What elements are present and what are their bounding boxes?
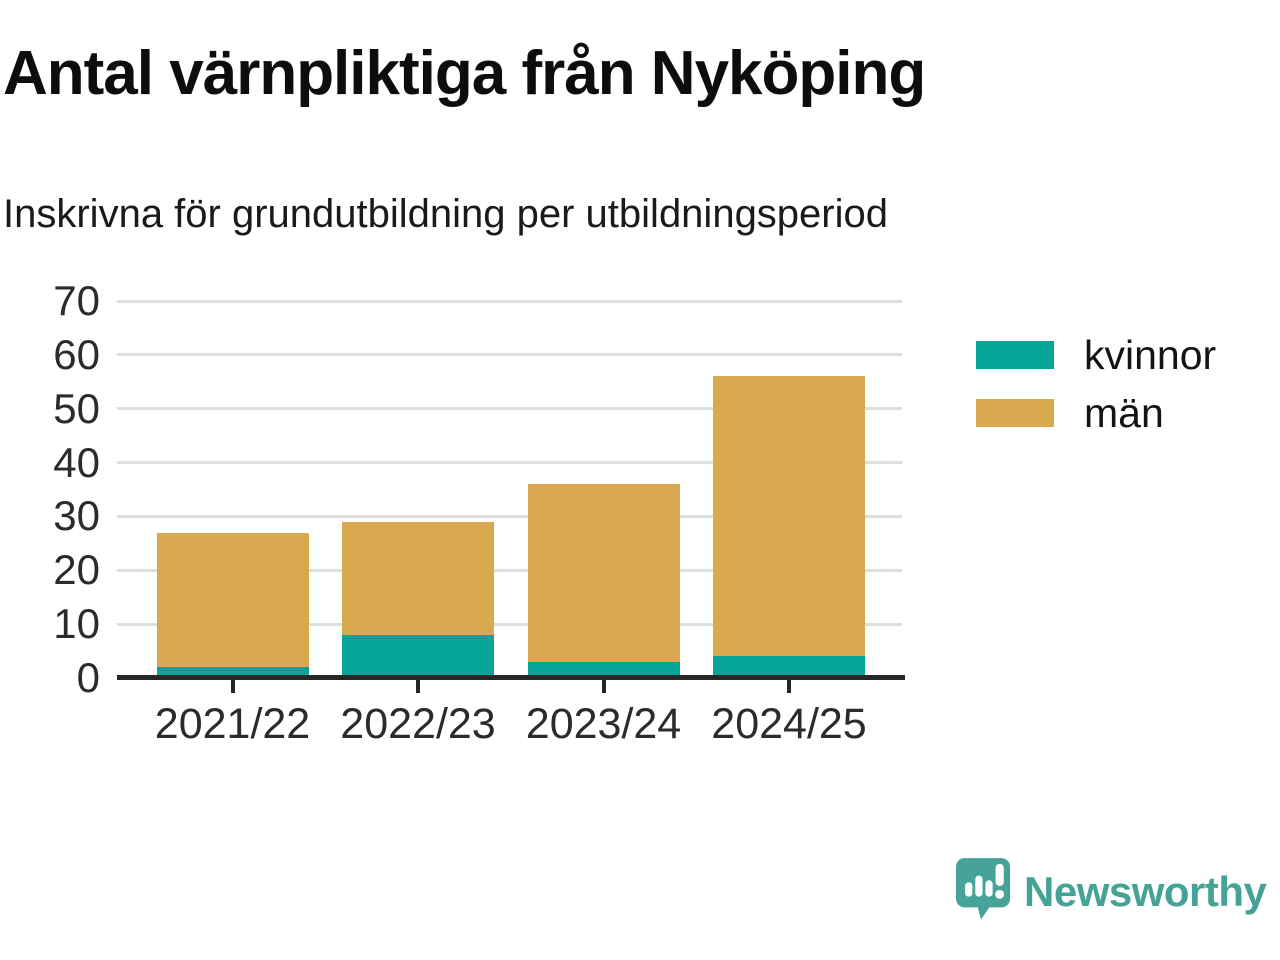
y-tick-label: 30 bbox=[53, 492, 100, 540]
bar-segment-män bbox=[342, 521, 494, 635]
legend-swatch-män bbox=[976, 399, 1054, 427]
y-tick-label: 70 bbox=[53, 277, 100, 324]
bar-segment-män bbox=[713, 376, 865, 657]
brand-footer: Newsworthy bbox=[954, 856, 1267, 927]
y-tick-label: 60 bbox=[53, 330, 100, 378]
bar-segment-kvinnor bbox=[342, 634, 494, 678]
y-tick-label: 0 bbox=[76, 654, 100, 701]
legend-item-män: män bbox=[976, 390, 1216, 436]
x-tick-mark bbox=[230, 680, 235, 693]
gridline-y40 bbox=[117, 461, 902, 465]
x-tick-mark bbox=[416, 680, 420, 693]
x-axis-label: 2024/25 bbox=[711, 700, 867, 748]
bar-segment-män bbox=[156, 532, 309, 668]
bar-segment-kvinnor bbox=[527, 661, 680, 678]
y-tick-label: 20 bbox=[53, 546, 100, 594]
bar-segment-kvinnor bbox=[156, 667, 309, 678]
legend-item-kvinnor: kvinnor bbox=[976, 332, 1217, 378]
bar-segment-män bbox=[527, 484, 680, 662]
y-tick-label: 50 bbox=[53, 384, 100, 432]
brand-name: Newsworthy bbox=[1024, 867, 1267, 915]
chart-subtitle: Inskrivna för grundutbildning per utbild… bbox=[3, 192, 888, 236]
y-tick-label: 40 bbox=[53, 438, 100, 486]
legend-label: män bbox=[1084, 390, 1164, 436]
x-tick-mark bbox=[601, 680, 606, 693]
gridline-y30 bbox=[117, 514, 902, 518]
x-axis-label: 2022/23 bbox=[340, 700, 496, 748]
gridline-y50 bbox=[117, 407, 902, 411]
x-axis-label: 2021/22 bbox=[154, 700, 311, 748]
x-axis-baseline bbox=[117, 675, 905, 680]
gridline-y20 bbox=[117, 568, 902, 572]
legend-label: kvinnor bbox=[1084, 332, 1217, 378]
y-tick-label: 10 bbox=[53, 600, 100, 648]
newsworthy-logo-icon bbox=[954, 856, 1012, 927]
x-axis-label: 2023/24 bbox=[525, 700, 682, 748]
gridline-y70 bbox=[117, 299, 902, 303]
gridline-y10 bbox=[117, 622, 902, 626]
x-tick-mark bbox=[787, 680, 791, 693]
legend-swatch-kvinnor bbox=[976, 341, 1054, 369]
gridline-y60 bbox=[117, 353, 902, 357]
chart-title: Antal värnpliktiga från Nyköping bbox=[3, 39, 926, 108]
bar-segment-kvinnor bbox=[713, 656, 865, 678]
legend: kvinnor män bbox=[976, 332, 1217, 456]
